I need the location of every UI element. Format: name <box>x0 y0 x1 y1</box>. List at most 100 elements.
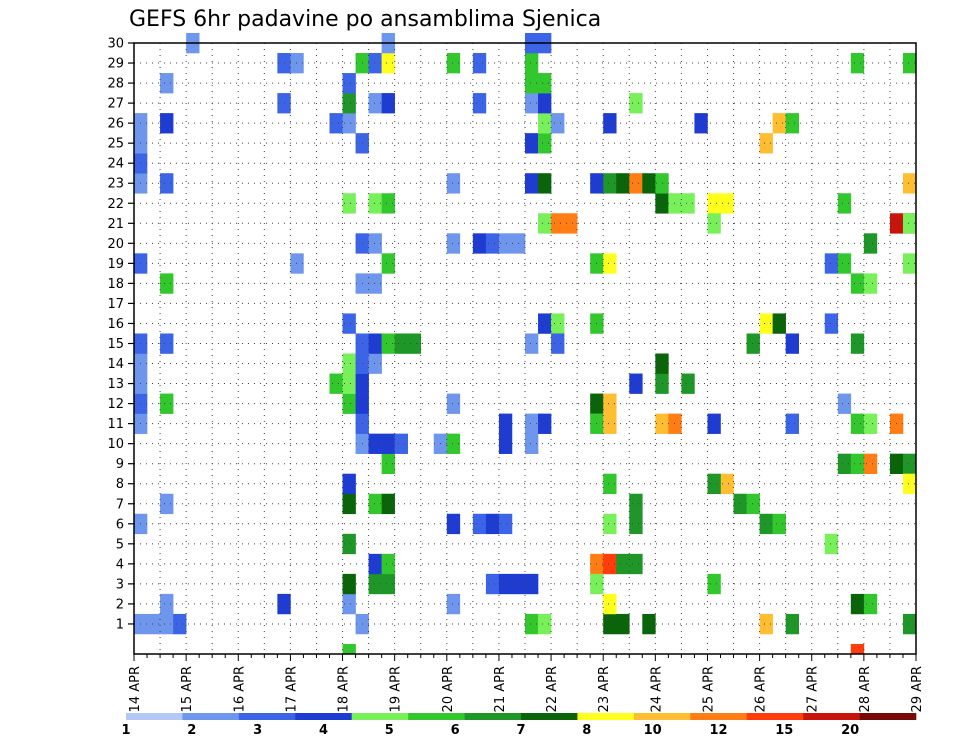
heatmap-cell-158 <box>655 373 669 394</box>
colorbar-label-6: 6 <box>451 723 460 738</box>
y-tick-label-17: 17 <box>107 297 124 312</box>
colorbar-label-8: 8 <box>582 723 591 738</box>
heatmap-cell-39 <box>342 353 356 374</box>
heatmap-cell-140 <box>603 413 617 434</box>
colorbar-label-20: 20 <box>841 723 859 738</box>
heatmap-cell-125 <box>564 213 578 234</box>
heatmap-cell-16 <box>160 393 174 414</box>
heatmap-cell-1 <box>147 613 161 635</box>
heatmap-cell-91 <box>472 53 487 74</box>
y-tick-label-4: 4 <box>116 557 124 572</box>
colorbar-swatch-10 <box>690 713 748 720</box>
heatmap-cell-118 <box>538 173 552 194</box>
colorbar-label-12: 12 <box>709 723 727 738</box>
heatmap-cell-89 <box>472 233 487 254</box>
x-tick-label-6: 20 APR <box>441 666 456 712</box>
heatmap-cell-99 <box>498 413 513 434</box>
y-tick-label-22: 22 <box>107 197 124 212</box>
heatmap-cell-68 <box>381 553 395 575</box>
y-axis: 1234567891011121314151617181920212223242… <box>107 37 134 632</box>
heatmap-cell-186 <box>785 413 799 434</box>
heatmap-cell-41 <box>342 193 356 214</box>
colorbar-swatch-7 <box>521 713 578 720</box>
heatmap-cell-22 <box>160 593 174 615</box>
heatmap-cell-104 <box>525 573 539 595</box>
heatmap-cell-150 <box>629 513 643 535</box>
heatmap-cell-169 <box>707 213 721 234</box>
heatmap-cell-63 <box>368 233 382 254</box>
y-tick-label-28: 28 <box>107 77 124 92</box>
x-tick-label-13: 27 APR <box>806 666 821 712</box>
heatmap-cell-151 <box>629 493 643 515</box>
chart-title: GEFS 6hr padavine po ansamblima Sjenica <box>129 7 601 32</box>
colorbar-swatch-12 <box>803 713 860 720</box>
heatmap-cell-33 <box>342 573 356 595</box>
y-tick-label-7: 7 <box>116 497 124 512</box>
heatmap-cell-106 <box>525 413 539 434</box>
colorbar-label-10: 10 <box>644 723 662 738</box>
heatmap-cell-157 <box>655 413 669 434</box>
y-tick-label-10: 10 <box>107 437 124 452</box>
y-tick-label-21: 21 <box>107 217 124 232</box>
heatmap-cell-87 <box>446 393 461 414</box>
heatmap-cell-69 <box>381 493 395 515</box>
heatmap-cell-180 <box>759 513 773 535</box>
heatmap-cell-124 <box>551 213 565 234</box>
x-tick-label-11: 25 APR <box>701 666 716 712</box>
heatmap-cell-161 <box>655 173 669 194</box>
heatmap-cell-156 <box>642 613 656 635</box>
heatmap-cell-109 <box>525 133 539 154</box>
heatmap-cell-187 <box>785 333 799 354</box>
heatmap-cell-198 <box>850 273 865 294</box>
heatmap-cell-154 <box>629 93 643 114</box>
y-tick-label-26: 26 <box>107 117 124 132</box>
heatmap-cell-30 <box>329 373 343 394</box>
heatmap-cell-212 <box>902 473 917 495</box>
x-tick-label-5: 19 APR <box>389 666 404 712</box>
colorbar-swatch-3 <box>295 713 353 720</box>
y-tick-label-25: 25 <box>107 137 124 152</box>
heatmap-cell-34 <box>342 533 356 555</box>
y-tick-label-1: 1 <box>116 617 124 632</box>
heatmap-cell-185 <box>785 613 799 635</box>
heatmap-cell-115 <box>538 413 552 434</box>
heatmap-cell-215 <box>902 173 917 194</box>
heatmap-cell-116 <box>538 313 552 334</box>
heatmap-cell-15 <box>160 333 174 354</box>
heatmap-cell-164 <box>681 193 695 214</box>
heatmap-cell-175 <box>746 493 760 515</box>
heatmap-cell-32 <box>342 593 356 615</box>
heatmap-cell-152 <box>629 373 643 394</box>
x-axis: 14 APR 15 APR 16 APR 17 APR 18 APR 19 APR 20 A… <box>128 654 925 712</box>
heatmap-cell-206 <box>863 413 878 434</box>
heatmap-cell-81 <box>446 513 461 535</box>
heatmap-cell-29 <box>329 113 343 134</box>
heatmap-cell-163 <box>668 193 682 214</box>
heatmap-cell-26 <box>290 53 304 74</box>
colorbar-swatch-13 <box>859 713 917 720</box>
y-tick-label-16: 16 <box>107 317 124 332</box>
colorbar-swatch-9 <box>633 713 691 720</box>
heatmap-cell-139 <box>603 473 617 495</box>
heatmap-cell-20 <box>160 73 174 94</box>
heatmap-cell-108 <box>525 173 539 194</box>
heatmap-cell-148 <box>616 173 630 194</box>
colorbar-swatch-1 <box>182 713 240 720</box>
heatmap-cell-62 <box>368 273 382 294</box>
heatmap-cell-72 <box>381 333 395 354</box>
heatmap-cell-65 <box>368 93 382 114</box>
heatmap-cell-117 <box>538 213 552 234</box>
x-tick-label-7: 21 APR <box>493 666 508 712</box>
colorbar-label-5: 5 <box>385 723 394 738</box>
x-tick-label-2: 16 APR <box>232 666 247 712</box>
heatmap-cell-61 <box>368 333 382 354</box>
colorbar-label-15: 15 <box>775 723 793 738</box>
heatmap-cell-97 <box>498 513 513 535</box>
x-tick-label-0: 14 APR <box>128 666 143 712</box>
heatmap-cell-31 <box>342 643 356 655</box>
y-tick-label-13: 13 <box>107 377 124 392</box>
heatmap-cell-24 <box>290 253 304 274</box>
heatmap-cell-167 <box>707 193 721 214</box>
y-tick-label-5: 5 <box>116 537 124 552</box>
heatmap-cell-195 <box>850 643 865 655</box>
